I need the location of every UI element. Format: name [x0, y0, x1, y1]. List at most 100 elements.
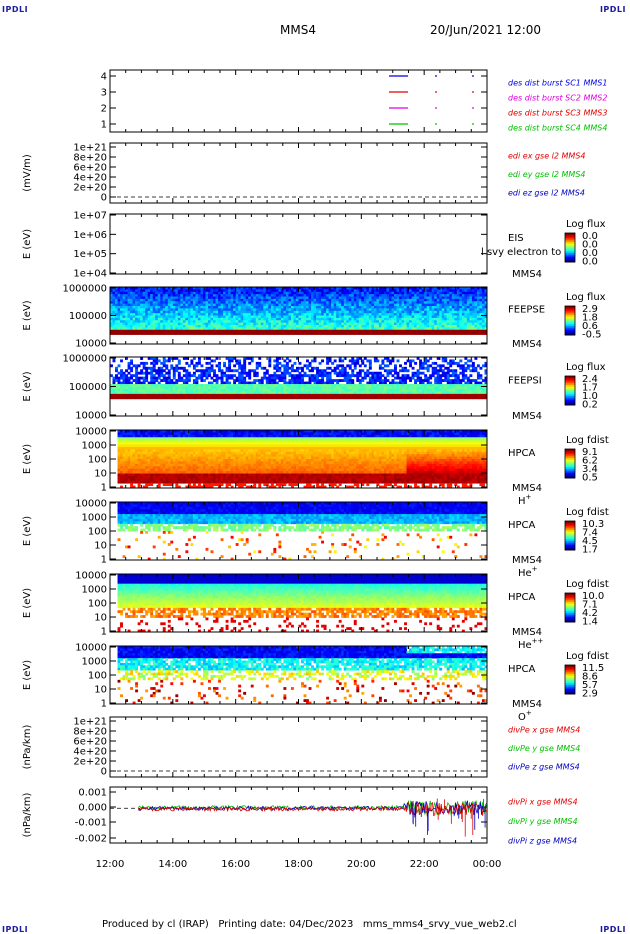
spectrogram-cell [328, 313, 332, 316]
spectrogram-cell [273, 379, 277, 382]
spectrogram-cell [225, 315, 229, 319]
spectrogram-cell [228, 366, 232, 370]
spectrogram-cell [268, 381, 272, 385]
spectrogram-cell [444, 310, 448, 314]
spectrogram-cell [230, 301, 234, 305]
spectrogram-cell [172, 310, 176, 314]
spectrogram-cell [275, 317, 279, 321]
spectrogram-cell [479, 294, 483, 297]
spectrogram-cell [278, 301, 282, 305]
spectrogram-cell [150, 322, 154, 326]
spectrogram-cell [275, 366, 279, 370]
spectrogram-cell [218, 308, 221, 312]
spectrogram-cell [243, 361, 247, 365]
spectrogram-cell [318, 369, 322, 373]
spectrogram-cell [122, 308, 126, 312]
spectrogram-cell [378, 322, 382, 326]
spectrogram-cell [391, 327, 395, 331]
spectrogram-cell [306, 364, 309, 368]
spectrogram-cell [404, 301, 407, 305]
spectrogram-cell [263, 332, 267, 335]
spectrogram-cell [456, 322, 460, 326]
spectrogram-cell [481, 310, 485, 314]
spectrogram-cell [444, 366, 448, 370]
spectrogram-cell [177, 301, 181, 305]
spectrogram-cell [444, 329, 448, 333]
spectrogram-cell [311, 386, 314, 390]
spectrogram-cell [424, 396, 428, 400]
spectrogram-cell [446, 388, 450, 392]
spectrogram-cell [434, 327, 438, 331]
spectrogram-cell [404, 376, 407, 380]
spectrogram-cell [316, 396, 320, 400]
spectrogram-cell [411, 298, 415, 302]
spectrogram-cell [142, 289, 146, 293]
spectrogram-cell [416, 369, 420, 373]
spectrogram-cell [323, 322, 327, 326]
spectrogram-cell [391, 317, 395, 321]
spectrogram-cell [338, 298, 342, 302]
spectrogram-cell [268, 374, 272, 378]
spectrogram-cell [439, 369, 443, 373]
spectrogram-cell [454, 289, 458, 293]
spectrogram-cell [436, 369, 440, 373]
spectrogram-cell [358, 303, 362, 307]
spectrogram-cell [351, 287, 355, 290]
spectrogram-cell [313, 388, 317, 392]
spectrogram-cell [394, 396, 397, 400]
spectrogram-cell [147, 386, 151, 390]
spectrogram-cell [466, 327, 470, 331]
spectrogram-cell [255, 322, 259, 326]
spectrogram-cell [449, 320, 453, 324]
spectrogram-cell [386, 291, 390, 295]
spectrogram-cell [197, 308, 201, 312]
spectrogram-cell [268, 325, 272, 328]
spectrogram-cell [230, 332, 234, 335]
spectrogram-cell [285, 298, 289, 302]
spectrogram-cell [459, 313, 463, 316]
spectrogram-cell [260, 376, 264, 380]
spectrogram-cell [474, 320, 478, 324]
spectrogram-cell [280, 291, 284, 295]
spectrogram-cell [120, 327, 123, 331]
spectrogram-cell [356, 325, 360, 328]
spectrogram-cell [130, 374, 134, 378]
spectrogram-cell [298, 376, 302, 380]
spectrogram-cell [386, 317, 390, 321]
spectrogram-cell [225, 287, 229, 290]
spectrogram-cell [255, 308, 259, 312]
spectrogram-cell [298, 315, 302, 319]
spectrogram-cell [456, 320, 460, 324]
spectrogram-cell [288, 332, 292, 335]
spectrogram-cell [446, 332, 450, 335]
spectrogram-cell [308, 393, 312, 397]
spectrogram-cell [378, 384, 382, 387]
spectrogram-cell [185, 374, 189, 378]
spectrogram-cell [187, 320, 191, 324]
spectrogram-cell [303, 364, 307, 368]
spectrogram-cell [130, 315, 134, 319]
spectrogram-cell [182, 381, 186, 385]
spectrogram-cell [348, 374, 352, 378]
spectrogram-cell [238, 317, 242, 321]
spectrogram-cell [308, 315, 312, 319]
spectrogram-cell [404, 374, 407, 378]
spectrogram-cell [157, 359, 161, 363]
spectrogram-cell [436, 332, 440, 335]
spectrogram-cell [396, 289, 400, 293]
spectrogram-cell [353, 303, 357, 307]
spectrogram-cell [456, 313, 460, 316]
spectrogram-cell [303, 298, 307, 302]
spectrogram-cell [137, 393, 141, 397]
spectrogram-cell [117, 306, 121, 309]
spectrogram-cell [238, 359, 242, 363]
spectrogram-cell [351, 361, 355, 365]
spectrogram-cell [230, 327, 234, 331]
spectrogram-cell [434, 303, 438, 307]
spectrogram-cell [150, 329, 154, 333]
spectrogram-cell [429, 315, 433, 319]
spectrogram-cell [278, 315, 282, 319]
spectrogram-cell [306, 313, 309, 316]
spectrogram-cell [290, 386, 294, 390]
spectrogram-cell [122, 388, 126, 392]
